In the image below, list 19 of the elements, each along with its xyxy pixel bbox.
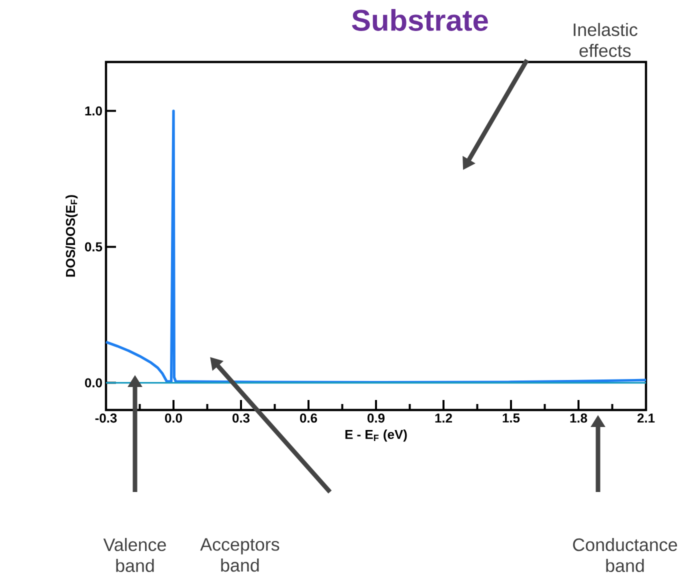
x-tick-label: 0.3: [232, 414, 250, 423]
text: Valence band: [103, 538, 166, 572]
x-tick-label: 1.5: [502, 414, 520, 423]
x-tick-label: -0.3: [95, 414, 117, 423]
x-tick-label: 0.6: [300, 414, 318, 423]
text: Acceptors band: [200, 538, 280, 572]
x-axis-title: E - E$_{F}$ (eV): [345, 430, 407, 442]
x-tick-label: 0.9: [368, 414, 385, 423]
x-tick-label: 1.8: [570, 414, 588, 423]
x-tick-label: 1.2: [435, 414, 452, 423]
x-tick-label: 2.1: [637, 414, 655, 423]
text: Conductance band: [573, 538, 678, 572]
chart-title: Substrate: [352, 9, 488, 31]
y-tick-label: 0.5: [85, 242, 102, 252]
text: Inelastic effects: [574, 22, 638, 58]
y-tick-label: 1.0: [85, 106, 102, 116]
x-tick-label: 0.0: [165, 414, 182, 423]
y-tick-label: 0.0: [85, 378, 102, 388]
y-axis-title: DOS/DOS(E$_{F}$): [66, 195, 78, 277]
